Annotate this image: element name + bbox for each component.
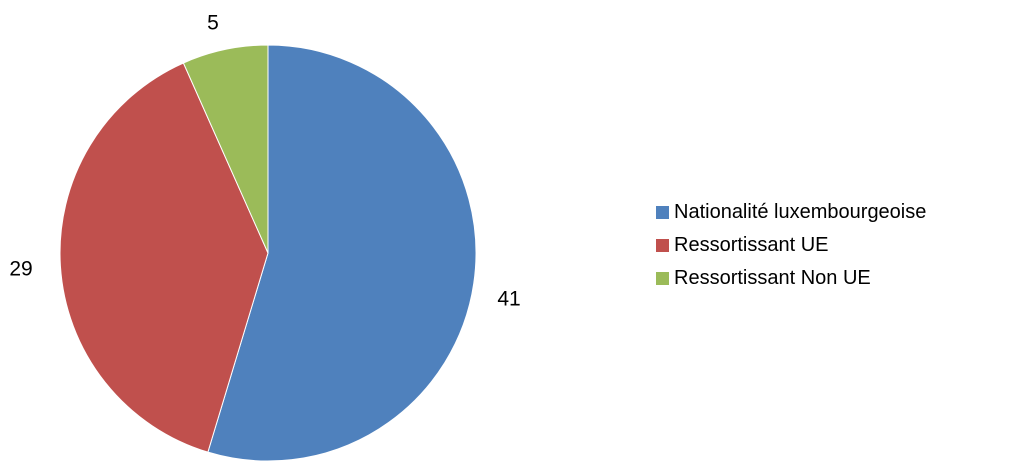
pie-data-labels: 41 29 5 bbox=[9, 12, 520, 311]
pie-slice-nationalite-luxembourgeoise bbox=[207, 44, 477, 462]
legend-item-ressortissant-non-ue: Ressortissant Non UE bbox=[656, 262, 926, 295]
legend-label: Nationalité luxembourgeoise bbox=[674, 201, 927, 223]
pie-slice-ressortissant-non-ue bbox=[182, 44, 269, 254]
legend-item-ressortissant-ue: Ressortissant UE bbox=[656, 229, 926, 262]
legend-swatch bbox=[656, 239, 669, 252]
legend-swatch bbox=[656, 206, 669, 219]
pie-slice-ressortissant-ue bbox=[59, 62, 269, 453]
data-label-ressortissant-non-ue: 5 bbox=[207, 12, 219, 35]
pie-slices bbox=[59, 44, 477, 462]
data-label-ressortissant-ue: 29 bbox=[9, 258, 32, 281]
legend-label: Ressortissant Non UE bbox=[674, 267, 871, 289]
legend-swatch bbox=[656, 272, 669, 285]
data-label-nationalite-luxembourgeoise: 41 bbox=[497, 288, 520, 311]
legend: Nationalité luxembourgeoise Ressortissan… bbox=[656, 196, 926, 295]
legend-label: Ressortissant UE bbox=[674, 234, 829, 256]
legend-item-nationalite-luxembourgeoise: Nationalité luxembourgeoise bbox=[656, 196, 926, 229]
